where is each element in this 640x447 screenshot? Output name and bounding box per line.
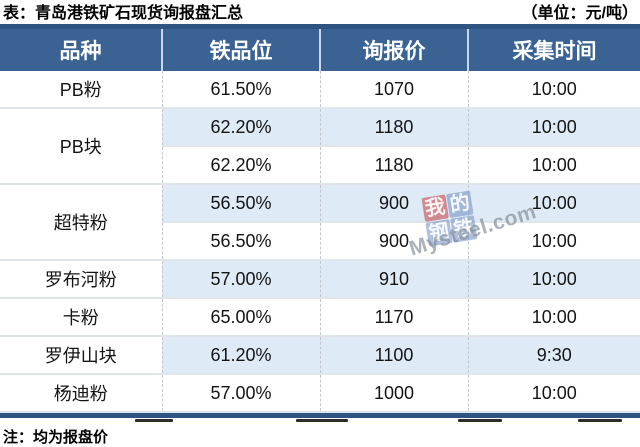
col-header-grade: 铁品位 (161, 29, 320, 71)
table-row: PB粉 61.50% 1070 10:00 (0, 71, 640, 109)
variety-cell: 卡粉 (0, 298, 162, 337)
price-cell: 900 (319, 222, 468, 261)
table-row: 超特粉 56.50% 900 10:00 (0, 184, 640, 261)
time-cell: 9:30 (467, 336, 640, 375)
price-cell: 1000 (319, 374, 468, 413)
clipped-row-fragment (0, 418, 640, 424)
table-row: 卡粉 65.00% 1170 10:00 (0, 298, 640, 337)
grade-cell: 56.50% (161, 222, 320, 261)
grade-cell: 62.20% (161, 146, 320, 185)
time-cell: 10:00 (467, 71, 640, 109)
grade-cell: 56.50% (161, 184, 320, 223)
header-row: 品种 铁品位 询报价 采集时间 (0, 29, 640, 71)
time-cell: 10:00 (467, 260, 640, 299)
time-cell: 10:00 (467, 374, 640, 413)
footnote: 注：均为报盘价 (3, 429, 109, 446)
time-cell: 10:00 (467, 146, 640, 185)
col-header-variety: 品种 (0, 29, 162, 71)
time-cell: 10:00 (467, 298, 640, 337)
col-header-time: 采集时间 (467, 29, 640, 71)
iron-ore-price-table: 品种 铁品位 询报价 采集时间 PB粉 61.50% 1070 10:00 PB… (0, 29, 640, 413)
grade-cell: 57.00% (161, 374, 320, 413)
table-title: 表：青岛港铁矿石现货询报盘汇总 (3, 5, 244, 22)
clipped-glyph-fragment (135, 419, 173, 422)
variety-cell: 杨迪粉 (0, 374, 162, 413)
unit-label: （单位：元/吨） (521, 5, 638, 22)
price-cell: 1100 (319, 336, 468, 375)
grade-cell: 62.20% (161, 108, 320, 147)
clipped-glyph-fragment (578, 419, 622, 422)
table-row: 62.20% 1180 10:00 (0, 146, 640, 185)
price-cell: 910 (319, 260, 468, 299)
table-row: 56.50% 900 10:00 (0, 222, 640, 261)
variety-cell: 罗布河粉 (0, 260, 162, 299)
table-row: 罗布河粉 57.00% 910 10:00 (0, 260, 640, 299)
variety-cell: 罗伊山块 (0, 336, 162, 375)
variety-cell: PB粉 (0, 71, 162, 109)
time-cell: 10:00 (467, 222, 640, 261)
grade-cell: 61.50% (161, 71, 320, 109)
grade-cell: 57.00% (161, 260, 320, 299)
variety-cell-merged: PB块 (0, 108, 162, 185)
col-header-price: 询报价 (319, 29, 468, 71)
table-row: 杨迪粉 57.00% 1000 10:00 (0, 374, 640, 413)
time-cell: 10:00 (467, 184, 640, 223)
grade-cell: 65.00% (161, 298, 320, 337)
grade-cell: 61.20% (161, 336, 320, 375)
table-row: 罗伊山块 61.20% 1100 9:30 (0, 336, 640, 375)
time-cell: 10:00 (467, 108, 640, 147)
table-row: PB块 62.20% 1180 10:00 (0, 108, 640, 185)
price-cell: 1070 (319, 71, 468, 109)
price-cell: 1180 (319, 146, 468, 185)
clipped-glyph-fragment (458, 419, 502, 422)
table-frame: 品种 铁品位 询报价 采集时间 PB粉 61.50% 1070 10:00 PB… (0, 24, 640, 418)
variety-cell-merged: 超特粉 (0, 184, 162, 261)
price-cell: 900 (319, 184, 468, 223)
price-cell: 1180 (319, 108, 468, 147)
clipped-glyph-fragment (296, 419, 348, 422)
price-cell: 1170 (319, 298, 468, 337)
title-bar: 表：青岛港铁矿石现货询报盘汇总 （单位：元/吨） (0, 0, 640, 24)
